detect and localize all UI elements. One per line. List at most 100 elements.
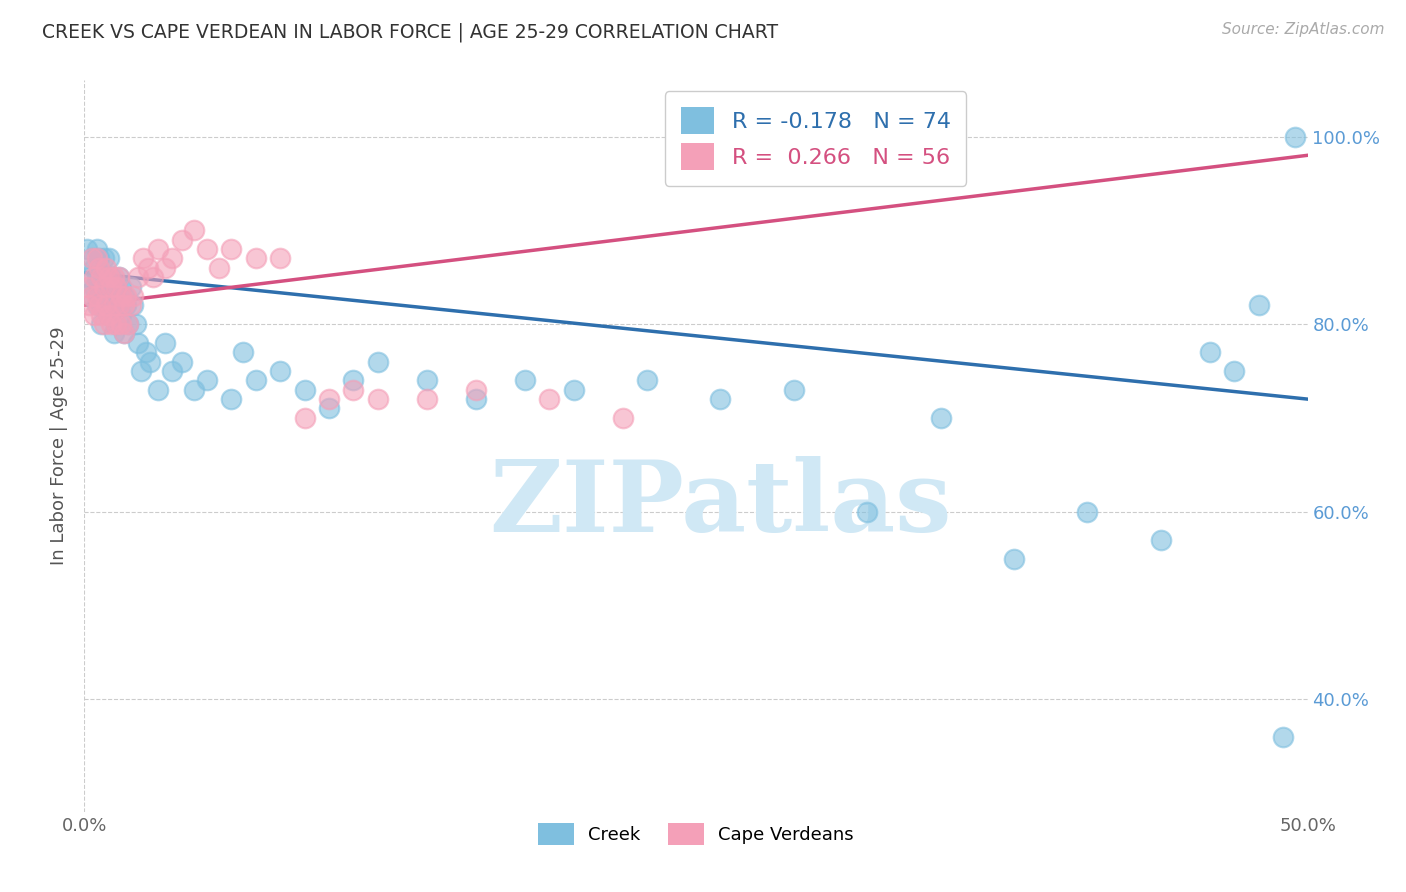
Point	[100, 279, 122, 293]
Point	[93, 252, 115, 266]
Point	[107, 298, 129, 312]
Point	[93, 289, 115, 303]
Text: Source: ZipAtlas.com: Source: ZipAtlas.com	[1222, 22, 1385, 37]
Point	[90, 317, 112, 331]
Point	[107, 270, 129, 285]
Point	[153, 260, 176, 275]
Point	[87, 260, 110, 275]
Point	[110, 317, 132, 331]
Point	[464, 383, 486, 397]
Point	[90, 270, 112, 285]
Point	[367, 354, 389, 368]
Point	[83, 270, 105, 285]
Point	[80, 289, 103, 303]
Point	[513, 373, 536, 387]
Point	[103, 298, 125, 312]
Point	[342, 383, 364, 397]
Point	[117, 317, 139, 331]
Point	[103, 270, 125, 285]
Point	[1223, 364, 1246, 378]
Text: ZIPatlas: ZIPatlas	[489, 456, 952, 553]
Point	[269, 252, 291, 266]
Point	[96, 298, 118, 312]
Point	[269, 364, 291, 378]
Point	[87, 279, 110, 293]
Point	[132, 252, 155, 266]
Point	[100, 317, 122, 331]
Point	[97, 308, 120, 322]
Point	[135, 345, 157, 359]
Point	[195, 373, 218, 387]
Point	[1002, 551, 1025, 566]
Point	[709, 392, 731, 406]
Point	[318, 392, 340, 406]
Point	[100, 270, 122, 285]
Point	[107, 298, 129, 312]
Point	[87, 252, 110, 266]
Point	[929, 410, 952, 425]
Point	[612, 410, 634, 425]
Point	[112, 326, 135, 341]
Point	[86, 289, 108, 303]
Point	[77, 270, 100, 285]
Point	[183, 383, 205, 397]
Point	[416, 392, 439, 406]
Point	[636, 373, 658, 387]
Point	[112, 326, 135, 341]
Point	[195, 242, 218, 256]
Y-axis label: In Labor Force | Age 25-29: In Labor Force | Age 25-29	[51, 326, 69, 566]
Point	[172, 233, 194, 247]
Point	[1076, 505, 1098, 519]
Point	[245, 373, 267, 387]
Point	[367, 392, 389, 406]
Point	[232, 345, 254, 359]
Point	[219, 392, 242, 406]
Point	[80, 252, 103, 266]
Point	[172, 354, 194, 368]
Point	[87, 298, 110, 312]
Point	[110, 289, 132, 303]
Point	[103, 326, 125, 341]
Point	[83, 308, 105, 322]
Point	[122, 298, 145, 312]
Point	[97, 270, 120, 285]
Point	[105, 279, 128, 293]
Point	[117, 317, 139, 331]
Point	[783, 383, 806, 397]
Point	[93, 279, 115, 293]
Point	[83, 260, 105, 275]
Point	[105, 317, 128, 331]
Point	[127, 270, 149, 285]
Point	[105, 317, 128, 331]
Point	[86, 252, 108, 266]
Point	[112, 298, 135, 312]
Point	[146, 383, 169, 397]
Point	[146, 242, 169, 256]
Point	[80, 289, 103, 303]
Point	[318, 401, 340, 416]
Point	[110, 279, 132, 293]
Point	[103, 279, 125, 293]
Point	[100, 298, 122, 312]
Point	[464, 392, 486, 406]
Point	[208, 260, 231, 275]
Point	[342, 373, 364, 387]
Point	[139, 354, 162, 368]
Point	[86, 298, 108, 312]
Point	[107, 270, 129, 285]
Point	[153, 335, 176, 350]
Point	[105, 289, 128, 303]
Point	[856, 505, 879, 519]
Point	[120, 279, 142, 293]
Point	[112, 289, 135, 303]
Text: CREEK VS CAPE VERDEAN IN LABOR FORCE | AGE 25-29 CORRELATION CHART: CREEK VS CAPE VERDEAN IN LABOR FORCE | A…	[42, 22, 779, 42]
Point	[115, 289, 138, 303]
Point	[87, 289, 110, 303]
Point	[97, 252, 120, 266]
Point	[76, 279, 98, 293]
Point	[562, 383, 585, 397]
Point	[183, 223, 205, 237]
Point	[1198, 345, 1220, 359]
Point	[219, 242, 242, 256]
Point	[90, 308, 112, 322]
